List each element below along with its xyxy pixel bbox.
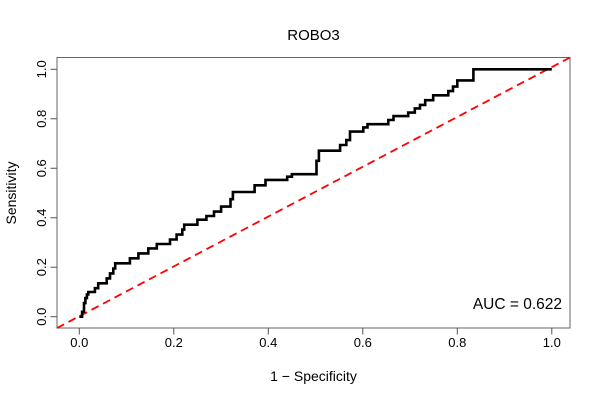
- plot-title: ROBO3: [287, 27, 340, 44]
- y-tick-label: 0.4: [34, 209, 49, 227]
- x-tick-label: 0.4: [259, 335, 277, 350]
- x-axis-label: 1 − Specificity: [270, 368, 357, 384]
- chance-diagonal-line: [56, 56, 571, 329]
- y-tick-label: 0.2: [34, 258, 49, 276]
- y-tick-label: 0.8: [34, 110, 49, 128]
- y-axis-label: Sensitivity: [3, 161, 19, 224]
- x-tick-label: 0.6: [354, 335, 372, 350]
- y-tick-label: 1.0: [34, 60, 49, 78]
- auc-annotation: AUC = 0.622: [473, 296, 562, 313]
- roc-curve-path: [79, 68, 552, 318]
- plot-layer: 0.0 0.2 0.4 0.6 0.8 1.0 0.0 0.2 0.4 0.6 0.8 1.0: [34, 56, 571, 350]
- x-tick-label: 0.2: [165, 335, 183, 350]
- x-tick-label: 0.8: [448, 335, 466, 350]
- y-tick-label: 0.6: [34, 159, 49, 177]
- y-tick-label: 0.0: [34, 308, 49, 326]
- plot-frame: [56, 57, 571, 329]
- x-tick-label: 1.0: [543, 335, 561, 350]
- x-tick-label: 0.0: [70, 335, 88, 350]
